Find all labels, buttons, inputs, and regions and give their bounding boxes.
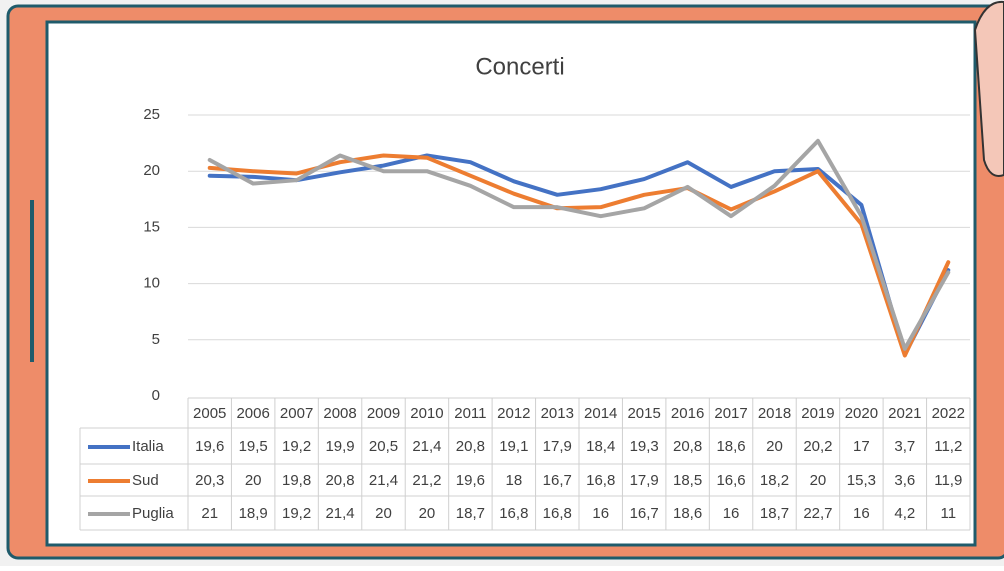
x-tick-label: 2008 — [323, 405, 356, 422]
table-cell: 19,1 — [499, 438, 528, 455]
table-cell: 21,4 — [412, 438, 441, 455]
y-tick-label: 0 — [152, 387, 160, 404]
table-cell: 19,8 — [282, 472, 311, 489]
table-cell: 17 — [853, 438, 870, 455]
table-cell: 17,9 — [543, 438, 572, 455]
legend-label: Italia — [132, 438, 164, 455]
table-cell: 20,8 — [325, 472, 354, 489]
table-cell: 20 — [375, 505, 392, 522]
table-cell: 20 — [766, 438, 783, 455]
table-cell: 11 — [940, 505, 956, 522]
hand-illustration — [973, 0, 1004, 177]
x-tick-label: 2011 — [454, 405, 486, 422]
line-series — [207, 153, 951, 358]
table-cell: 16,7 — [543, 472, 572, 489]
table-cell: 20,2 — [803, 438, 832, 455]
table-cell: 17,9 — [630, 472, 659, 489]
table-cell: 16 — [853, 505, 870, 522]
x-tick-label: 2019 — [801, 405, 834, 422]
x-tick-label: 2010 — [410, 405, 443, 422]
table-cell: 19,6 — [195, 438, 224, 455]
table-cell: 15,3 — [847, 472, 876, 489]
table-cell: 22,7 — [803, 505, 832, 522]
table-cell: 20,3 — [195, 472, 224, 489]
x-tick-label: 2015 — [627, 405, 660, 422]
table-cell: 19,5 — [239, 438, 268, 455]
table-cell: 18,6 — [673, 505, 702, 522]
table-cell: 16,6 — [716, 472, 745, 489]
table-cell: 20,8 — [673, 438, 702, 455]
table-cell: 16,8 — [543, 505, 572, 522]
table-cell: 20,8 — [456, 438, 485, 455]
table-cell: 11,2 — [934, 438, 962, 455]
line-series — [207, 138, 951, 351]
y-tick-label: 10 — [143, 275, 160, 292]
x-tick-label: 2018 — [758, 405, 791, 422]
x-tick-label: 2012 — [497, 405, 530, 422]
table-cell: 19,2 — [282, 438, 311, 455]
table-cell: 20 — [810, 472, 827, 489]
x-tick-label: 2016 — [671, 405, 704, 422]
x-tick-label: 2014 — [584, 405, 617, 422]
table-cell: 21 — [201, 505, 218, 522]
x-tick-label: 2022 — [932, 405, 965, 422]
table-cell: 20 — [245, 472, 262, 489]
x-tick-label: 2007 — [280, 405, 313, 422]
table-cell: 18,7 — [760, 505, 789, 522]
table-cell: 18,7 — [456, 505, 485, 522]
table-cell: 20,5 — [369, 438, 398, 455]
table-cell: 16 — [592, 505, 609, 522]
table-cell: 18 — [505, 472, 522, 489]
y-tick-label: 15 — [143, 218, 160, 235]
table-cell: 18,5 — [673, 472, 702, 489]
table-cell: 3,7 — [894, 438, 915, 455]
x-tick-label: 2020 — [845, 405, 878, 422]
table-cell: 18,6 — [716, 438, 745, 455]
table-cell: 19,2 — [282, 505, 311, 522]
table-cell: 19,9 — [325, 438, 354, 455]
table-cell: 21,4 — [325, 505, 354, 522]
table-cell: 18,4 — [586, 438, 615, 455]
y-tick-label: 25 — [143, 106, 160, 123]
table-cell: 20 — [419, 505, 436, 522]
legend-label: Puglia — [132, 505, 174, 522]
table-cell: 16 — [723, 505, 740, 522]
table-cell: 16,7 — [630, 505, 659, 522]
table-cell: 3,6 — [894, 472, 915, 489]
table-cell: 18,2 — [760, 472, 789, 489]
x-tick-label: 2013 — [541, 405, 574, 422]
x-tick-label: 2005 — [193, 405, 226, 422]
line-series — [207, 153, 951, 357]
table-cell: 4,2 — [894, 505, 915, 522]
x-tick-label: 2017 — [714, 405, 747, 422]
x-tick-label: 2009 — [367, 405, 400, 422]
table-cell: 18,9 — [239, 505, 268, 522]
table-cell: 19,3 — [630, 438, 659, 455]
legend-label: Sud — [132, 472, 159, 489]
x-tick-label: 2021 — [888, 405, 921, 422]
chart-title: Concerti — [475, 53, 564, 80]
y-tick-label: 5 — [152, 331, 160, 348]
y-tick-label: 20 — [143, 162, 160, 179]
table-cell: 21,2 — [412, 472, 441, 489]
table-cell: 16,8 — [586, 472, 615, 489]
x-tick-label: 2006 — [236, 405, 269, 422]
table-cell: 19,6 — [456, 472, 485, 489]
table-cell: 21,4 — [369, 472, 398, 489]
table-cell: 16,8 — [499, 505, 528, 522]
table-cell: 11,9 — [934, 472, 962, 489]
